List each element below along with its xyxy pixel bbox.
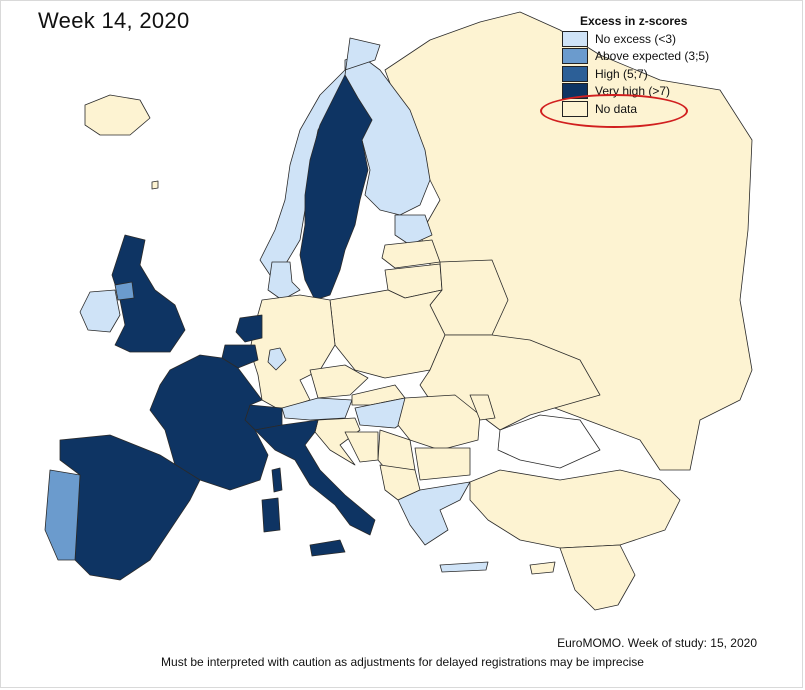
legend-item-no-excess: No excess (<3) [562,30,742,48]
highlight-ellipse [540,94,688,128]
region-denmark [267,261,301,301]
region-greece [397,481,471,546]
region-bulgaria [414,447,471,481]
region-croatia-slovenia [314,417,361,466]
legend-swatch [562,48,588,65]
region-estonia [394,214,433,246]
region-turkey [469,469,681,549]
region-norway [259,37,381,276]
region-bosnia [344,431,379,463]
region-crete [439,561,489,573]
source-text: EuroMOMO. Week of study: 15, 2020 [557,636,757,650]
legend-swatch [562,30,588,47]
region-luxembourg [267,347,287,371]
region-poland [329,289,446,379]
region-netherlands [235,314,263,343]
region-black-sea [497,414,601,469]
legend-item-above-expected: Above expected (3;5) [562,48,742,66]
region-ireland [79,289,121,333]
region-moldova [469,394,496,421]
region-austria [281,397,353,421]
region-faroe [151,180,159,190]
legend-item-high: High (5;7) [562,65,742,83]
region-belgium [221,344,259,369]
region-iceland [84,94,151,136]
region-sicily [309,539,346,557]
region-sardinia [261,497,281,533]
legend-title: Excess in z-scores [580,14,688,28]
region-czechia [309,364,369,399]
region-corsica [271,467,283,493]
region-latvia [381,239,441,269]
legend-label: No excess (<3) [595,31,677,46]
caveat-text: Must be interpreted with caution as adju… [161,655,644,669]
region-italy [254,419,376,536]
region-sweden [299,74,373,301]
region-middle-east [559,544,636,611]
legend-swatch [562,65,588,82]
region-france [149,354,269,491]
region-cyprus [529,561,556,575]
legend-label: Above expected (3;5) [595,49,710,64]
legend-label: High (5;7) [595,66,648,81]
region-northern-ireland [114,281,135,301]
map-title: Week 14, 2020 [38,8,190,33]
region-romania [397,394,481,451]
region-belarus [429,259,509,336]
region-portugal [44,469,81,561]
